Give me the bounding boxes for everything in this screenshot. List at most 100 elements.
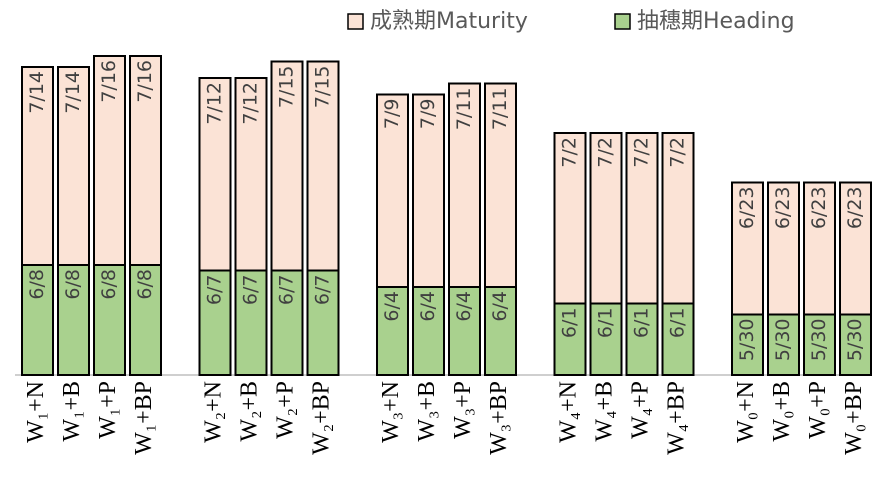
bar-segment: [625, 132, 659, 305]
x-tick-label: W₂+BP: [309, 381, 335, 455]
bar-segment: [21, 264, 54, 376]
data-label: 6/4: [381, 291, 403, 322]
data-label: 5/30: [736, 319, 758, 362]
data-label: 7/2: [559, 137, 581, 168]
data-label: 6/4: [489, 291, 511, 322]
x-tick-label: W₄+N: [556, 381, 582, 443]
data-label: 7/15: [312, 66, 334, 109]
bar-segment: [306, 60, 340, 272]
bar-segment: [234, 77, 268, 272]
bar-segment: [198, 77, 232, 272]
x-tick-label: W₄+B: [592, 381, 618, 442]
x-tick-label: W₁+P: [95, 381, 121, 439]
data-label: 6/1: [559, 308, 581, 339]
data-label: 6/1: [667, 308, 689, 339]
bar-segment: [21, 66, 54, 266]
data-label: 6/23: [808, 187, 830, 230]
x-tick-label: W₃+N: [378, 381, 404, 443]
bar-segment: [625, 302, 659, 376]
bar-segment: [376, 93, 409, 288]
data-label: 7/12: [204, 82, 226, 125]
x-tick-label: W₄+P: [628, 381, 654, 439]
bar-segment: [234, 269, 268, 376]
data-label: 7/14: [26, 71, 48, 114]
bar-segment: [839, 181, 872, 316]
legend-swatch: [614, 13, 631, 30]
bar-segment: [731, 181, 764, 316]
data-label: 6/23: [772, 187, 794, 230]
x-tick-label: W₀+BP: [841, 381, 867, 455]
bar-segment: [589, 132, 623, 305]
x-tick-label: W₀+N: [733, 381, 759, 443]
data-label: 7/12: [240, 82, 262, 125]
data-label: 6/23: [736, 187, 758, 230]
data-label: 5/30: [844, 319, 866, 362]
x-tick-label: W₀+B: [769, 381, 795, 442]
data-label: 7/2: [631, 137, 653, 168]
bar-segment: [484, 286, 517, 376]
bar-segment: [376, 286, 409, 376]
data-label: 6/1: [595, 308, 617, 339]
data-label: 6/8: [98, 269, 120, 300]
x-tick-label: W₄+BP: [664, 381, 690, 455]
x-tick-label: W₁+N: [23, 381, 49, 443]
data-label: 6/8: [62, 269, 84, 300]
data-label: 7/16: [134, 60, 156, 103]
data-label: 6/7: [240, 275, 262, 306]
bar-segment: [129, 264, 162, 376]
data-label: 7/11: [453, 88, 475, 131]
data-label: 7/2: [667, 137, 689, 168]
data-label: 7/15: [276, 66, 298, 109]
bar-segment: [661, 132, 695, 305]
bar-segment: [270, 269, 304, 376]
legend-label: 成熟期Maturity: [370, 9, 528, 34]
data-label: 7/2: [595, 137, 617, 168]
bar-segment: [93, 264, 126, 376]
bar-segment: [839, 313, 872, 376]
data-label: 6/1: [631, 308, 653, 339]
bar-segment: [57, 66, 90, 266]
data-label: 7/9: [417, 99, 439, 130]
bar-segment: [589, 302, 623, 376]
data-label: 6/7: [204, 275, 226, 306]
x-tick-label: W₃+P: [450, 381, 476, 439]
bar-segment: [553, 132, 587, 305]
legend-swatch: [347, 13, 364, 30]
x-tick-label: W₃+B: [414, 381, 440, 442]
bar-segment: [93, 55, 126, 266]
x-tick-label: W₂+B: [237, 381, 263, 442]
bar-segment: [767, 313, 800, 376]
bar-segment: [412, 286, 445, 376]
data-label: 6/7: [312, 275, 334, 306]
data-label: 7/16: [98, 60, 120, 103]
x-tick-label: W₂+N: [201, 381, 227, 443]
bar-segment: [803, 181, 836, 316]
data-label: 6/23: [844, 187, 866, 230]
bar-segment: [661, 302, 695, 376]
data-label: 6/4: [417, 291, 439, 322]
x-tick-label: W₁+BP: [131, 381, 157, 455]
bar-segment: [198, 269, 232, 376]
bar-segment: [270, 60, 304, 272]
data-label: 5/30: [808, 319, 830, 362]
data-label: 7/11: [489, 88, 511, 131]
x-tick-label: W₂+P: [273, 381, 299, 439]
data-label: 6/8: [26, 269, 48, 300]
data-label: 6/8: [134, 269, 156, 300]
data-label: 7/9: [381, 99, 403, 130]
x-tick-label: W₀+P: [805, 381, 831, 439]
bar-segment: [448, 82, 481, 288]
legend-label: 抽穗期Heading: [637, 9, 795, 34]
x-tick-label: W₃+BP: [486, 381, 512, 455]
bar-segment: [767, 181, 800, 316]
data-label: 6/7: [276, 275, 298, 306]
bar-segment: [412, 93, 445, 288]
bar-segment: [129, 55, 162, 266]
x-tick-label: W₁+B: [59, 381, 85, 442]
data-label: 5/30: [772, 319, 794, 362]
bar-segment: [448, 286, 481, 376]
data-label: 7/14: [62, 71, 84, 114]
bar-segment: [484, 82, 517, 288]
data-label: 6/4: [453, 291, 475, 322]
